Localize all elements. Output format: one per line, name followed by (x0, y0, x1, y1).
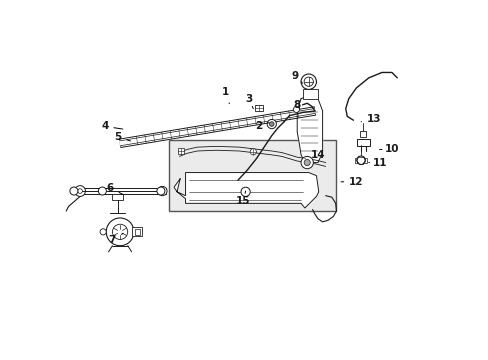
Text: 12: 12 (341, 177, 363, 187)
Circle shape (301, 74, 316, 89)
Bar (302, 89, 317, 99)
Circle shape (158, 186, 167, 196)
Circle shape (157, 187, 164, 195)
Polygon shape (297, 97, 322, 163)
Circle shape (75, 186, 85, 197)
Circle shape (98, 187, 106, 195)
Polygon shape (119, 107, 315, 148)
Circle shape (356, 156, 365, 165)
Bar (168, 140, 336, 211)
Bar (357, 139, 369, 147)
Text: 15: 15 (236, 191, 250, 206)
Text: 10: 10 (379, 144, 398, 154)
Circle shape (304, 159, 310, 166)
Circle shape (106, 218, 134, 246)
Circle shape (250, 149, 256, 155)
Bar (360, 131, 366, 137)
Circle shape (301, 156, 313, 169)
Circle shape (100, 229, 106, 235)
Bar (354, 158, 366, 163)
Bar (81, 188, 166, 194)
Text: 14: 14 (305, 150, 325, 160)
Bar (112, 194, 123, 200)
Circle shape (70, 187, 78, 195)
Text: 13: 13 (360, 114, 381, 123)
Polygon shape (174, 172, 318, 208)
Circle shape (293, 106, 299, 112)
Text: 3: 3 (244, 94, 253, 109)
Circle shape (112, 224, 127, 239)
Bar (132, 227, 142, 237)
Bar (135, 229, 140, 235)
Text: 1: 1 (222, 87, 229, 104)
Text: 7: 7 (108, 233, 123, 244)
Text: 6: 6 (106, 183, 123, 194)
Circle shape (241, 187, 250, 197)
Circle shape (304, 77, 313, 86)
Bar (178, 148, 183, 154)
Text: 9: 9 (291, 71, 302, 83)
Bar (254, 105, 262, 111)
Circle shape (78, 189, 82, 193)
Text: 8: 8 (293, 100, 300, 110)
Circle shape (269, 122, 274, 126)
Text: 11: 11 (368, 158, 386, 167)
Circle shape (266, 120, 276, 129)
Text: 4: 4 (101, 121, 122, 131)
Polygon shape (120, 108, 315, 146)
Text: 5: 5 (114, 132, 130, 142)
Text: 2: 2 (255, 121, 268, 131)
